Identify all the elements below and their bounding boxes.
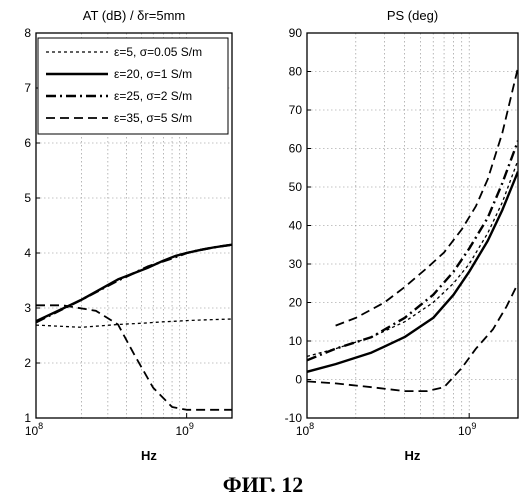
y-tick-label: 2 xyxy=(24,356,31,370)
series-line-4 xyxy=(307,283,518,391)
series-line-3 xyxy=(36,245,232,323)
series-line-4 xyxy=(36,305,232,410)
y-tick-label: 40 xyxy=(289,219,303,233)
x-axis-label: Hz xyxy=(405,448,421,463)
y-tick-label: -10 xyxy=(285,411,303,425)
legend-label-1: ε=5, σ=0.05 S/m xyxy=(114,45,202,59)
y-tick-label: 20 xyxy=(289,296,303,310)
y-tick-label: 50 xyxy=(289,180,303,194)
legend-label-3: ε=25, σ=2 S/m xyxy=(114,89,192,103)
attenuation-chart: 1 2 3 4 5 6 7 8 108 109 AT (dB) / δr=5mm Hz ε=5, σ=0… xyxy=(24,8,232,463)
grid xyxy=(307,33,518,418)
y-tick-label: 30 xyxy=(289,257,303,271)
series-line-2 xyxy=(307,172,518,372)
x-tick-label: 108 xyxy=(25,421,43,438)
figure-caption: ФИГ. 12 xyxy=(223,472,304,497)
y-tick-label: 7 xyxy=(24,81,31,95)
y-tick-label: 10 xyxy=(289,334,303,348)
series-line-3 xyxy=(307,141,518,360)
y-tick-label: 4 xyxy=(24,246,31,260)
x-tick-label: 108 xyxy=(296,421,314,438)
y-tick-label: 70 xyxy=(289,103,303,117)
y-tick-label: 60 xyxy=(289,142,303,156)
y-tick-label: 90 xyxy=(289,26,303,40)
series-line-1 xyxy=(307,160,518,356)
series-group xyxy=(307,68,518,392)
legend-label-2: ε=20, σ=1 S/m xyxy=(114,67,192,81)
y-tick-label: 3 xyxy=(24,301,31,315)
series-line-2 xyxy=(36,245,232,322)
phase-shift-chart: -10 0 10 20 30 40 50 60 70 80 90 108 109 PS (deg) Hz xyxy=(285,8,518,463)
series-line-5 xyxy=(336,68,518,326)
legend: ε=5, σ=0.05 S/m ε=20, σ=1 S/m ε=25, σ=2 S/… xyxy=(38,38,228,134)
y-tick-label: 5 xyxy=(24,191,31,205)
y-tick-label: 8 xyxy=(24,26,31,40)
y-tick-label: 1 xyxy=(24,411,31,425)
series-group xyxy=(36,245,232,410)
y-tick-label: 0 xyxy=(295,373,302,387)
chart-title: PS (deg) xyxy=(387,8,438,23)
legend-label-4: ε=35, σ=5 S/m xyxy=(114,111,192,125)
series-line-1 xyxy=(36,319,232,327)
x-tick-label: 109 xyxy=(458,421,476,438)
chart-title: AT (dB) / δr=5mm xyxy=(83,8,185,23)
x-axis-label: Hz xyxy=(141,448,157,463)
y-tick-label: 80 xyxy=(289,65,303,79)
x-tick-label: 109 xyxy=(175,421,193,438)
y-tick-label: 6 xyxy=(24,136,31,150)
